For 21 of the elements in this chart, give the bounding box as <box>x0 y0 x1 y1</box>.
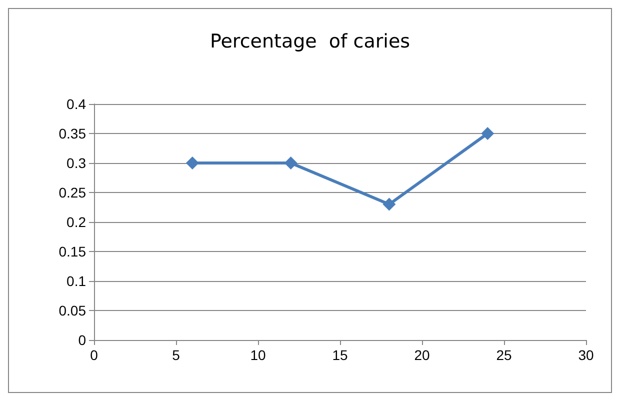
y-tick-label: 0.05 <box>58 302 86 318</box>
x-tick-label: 20 <box>414 347 430 363</box>
x-tick-label: 10 <box>250 347 266 363</box>
y-tick-label: 0.15 <box>58 244 86 260</box>
x-tick-label: 15 <box>332 347 348 363</box>
y-tick-label: 0.2 <box>66 214 86 230</box>
point <box>284 156 298 170</box>
y-tick-label: 0.1 <box>66 273 86 289</box>
x-tick-label: 25 <box>496 347 512 363</box>
point <box>382 198 396 211</box>
point <box>186 156 199 170</box>
point <box>481 127 494 140</box>
y-tick-label: 0.4 <box>66 96 86 112</box>
y-tick-label: 0.35 <box>58 126 86 142</box>
y-tick-label: 0 <box>78 332 86 348</box>
chart-title: Percentage of caries <box>210 30 410 52</box>
y-tick-label: 0.3 <box>66 155 86 171</box>
y-tick-label: 0.25 <box>58 184 86 200</box>
x-tick-label: 30 <box>578 347 594 363</box>
x-tick-label: 5 <box>172 347 180 363</box>
x-tick-label: 0 <box>90 347 98 363</box>
